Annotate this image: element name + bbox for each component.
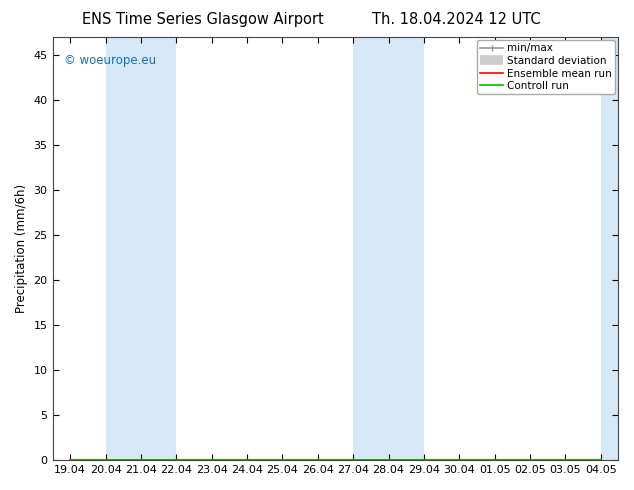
Legend: min/max, Standard deviation, Ensemble mean run, Controll run: min/max, Standard deviation, Ensemble me…: [477, 40, 616, 94]
Bar: [106, 37, 176, 460]
Y-axis label: Precipitation (mm/6h): Precipitation (mm/6h): [15, 184, 28, 313]
Text: ENS Time Series Glasgow Airport: ENS Time Series Glasgow Airport: [82, 12, 324, 27]
Text: © woeurope.eu: © woeurope.eu: [64, 54, 156, 67]
Bar: [601, 37, 634, 460]
Bar: [353, 37, 424, 460]
Text: Th. 18.04.2024 12 UTC: Th. 18.04.2024 12 UTC: [372, 12, 541, 27]
